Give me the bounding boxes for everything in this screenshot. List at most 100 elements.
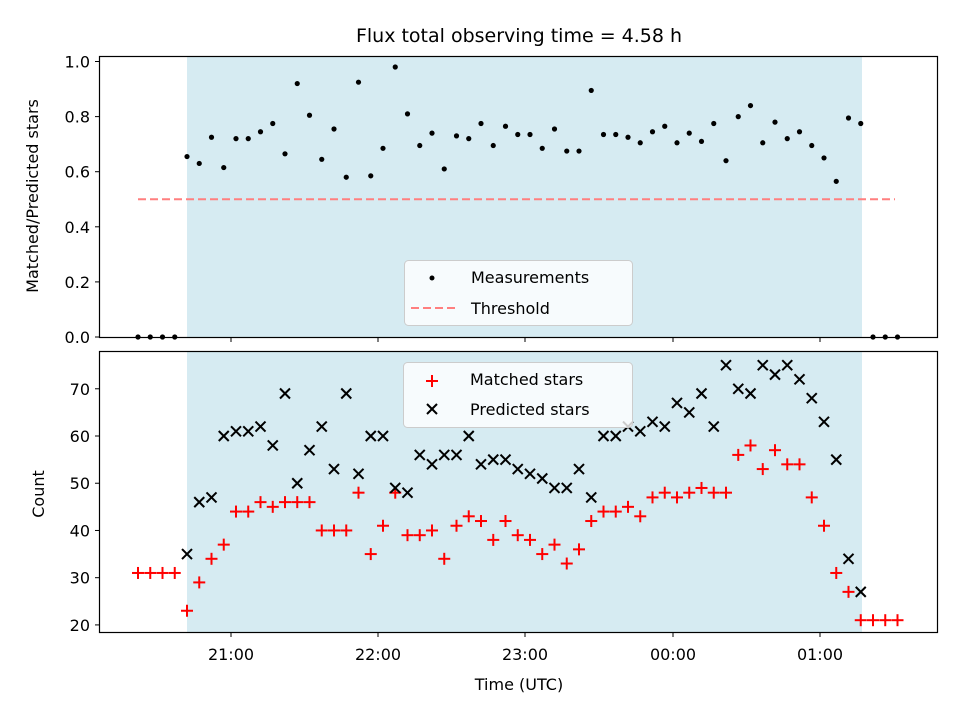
matched-star-point	[168, 566, 181, 579]
matched-star-point	[634, 510, 647, 523]
matched-star-point	[303, 496, 316, 509]
measurement-point	[208, 134, 215, 140]
matched-star-point	[279, 496, 291, 509]
measurement-point	[564, 148, 570, 154]
measurement-point	[417, 142, 423, 149]
measurement-point	[221, 164, 227, 171]
matched-star-point	[744, 439, 757, 452]
matched-star-point	[193, 576, 206, 589]
matched-star-point	[426, 524, 438, 537]
top-y-tick-label: 0.4	[65, 218, 90, 237]
predicted-star-point	[855, 586, 867, 598]
predicted-star-point	[806, 392, 818, 404]
measurement-point	[674, 140, 680, 146]
measurement-point	[233, 136, 239, 142]
matched-star-point	[536, 548, 549, 561]
legend-matched-marker	[426, 375, 438, 387]
measurement-point	[478, 120, 484, 127]
matched-star-point	[818, 519, 830, 532]
predicted-star-point	[352, 468, 365, 480]
measurement-point	[270, 120, 276, 127]
matched-star-point	[340, 524, 353, 537]
matched-star-point	[671, 491, 683, 504]
predicted-star-point	[830, 453, 842, 466]
measurement-point	[686, 130, 692, 136]
predicted-star-point	[426, 458, 438, 471]
bottom-y-tick-label: 20	[70, 616, 90, 635]
predicted-star-point	[340, 387, 352, 400]
top-legend: Measurements Threshold	[404, 260, 633, 326]
x-axis-label: Time (UTC)	[474, 675, 563, 694]
measurement-point	[845, 115, 852, 121]
top-y-axis: 0.0 0.2 0.4 0.6 0.8 1.0	[65, 53, 100, 347]
measurement-point	[858, 120, 864, 127]
predicted-star-point	[414, 449, 426, 461]
matched-star-point	[683, 486, 696, 499]
predicted-star-point	[475, 458, 487, 471]
measurement-point	[196, 160, 202, 167]
matched-star-point	[254, 496, 267, 509]
predicted-star-point	[585, 491, 597, 504]
top-x-ticks	[230, 337, 821, 342]
measurement-point	[747, 102, 754, 109]
measurement-point	[294, 80, 300, 87]
matched-star-point	[266, 500, 279, 513]
legend-matched-label: Matched stars	[470, 370, 583, 389]
predicted-star-point	[671, 397, 683, 409]
measurement-point	[551, 126, 558, 132]
predicted-star-point	[193, 496, 205, 508]
predicted-star-point	[279, 387, 291, 400]
predicted-star-point	[720, 359, 732, 371]
predicted-star-point	[218, 430, 230, 442]
measurement-point	[466, 136, 472, 142]
predicted-star-point	[769, 368, 781, 381]
matched-star-point	[707, 486, 720, 499]
measurement-point	[319, 156, 325, 162]
matched-star-point	[511, 529, 524, 542]
matched-star-point	[205, 552, 218, 565]
measurement-point	[576, 148, 582, 154]
top-y-tick-label: 0.6	[65, 163, 90, 182]
predicted-star-point	[463, 430, 475, 442]
measurement-point	[257, 129, 264, 135]
measurement-point	[527, 131, 533, 138]
measurement-point	[809, 142, 815, 149]
bottom-y-tick-label: 70	[70, 380, 90, 399]
measurement-point	[588, 87, 594, 94]
matched-star-point	[413, 529, 426, 542]
matched-star-point	[891, 614, 904, 627]
predicted-star-point	[303, 444, 316, 456]
matched-star-point	[156, 566, 169, 579]
bottom-y-axis: 20 30 40 50 60 70	[70, 380, 100, 635]
measurement-point	[833, 178, 839, 184]
predicted-star-point	[377, 430, 389, 442]
matched-star-point	[585, 515, 598, 528]
chart-title: Flux total observing time = 4.58 h	[356, 25, 682, 47]
predicted-star-point	[328, 463, 340, 475]
measurement-point	[600, 131, 607, 138]
bottom-y-tick-label: 60	[70, 427, 90, 446]
x-tick-label: 01:00	[797, 645, 843, 664]
measurement-point	[392, 64, 398, 70]
matched-star-point	[499, 515, 512, 528]
predicted-star-point	[818, 416, 830, 428]
x-tick-label: 22:00	[355, 645, 401, 664]
measurement-point	[282, 151, 288, 157]
predicted-star-point	[205, 491, 218, 504]
predicted-star-point	[561, 482, 573, 494]
bottom-x-axis: 21:00 22:00 23:00 00:00 01:00	[208, 632, 843, 664]
bottom-y-tick-label: 30	[70, 569, 90, 588]
measurement-point	[625, 134, 631, 140]
matched-star-point	[315, 524, 328, 537]
predicted-star-point	[732, 383, 744, 395]
matched-star-point	[781, 458, 794, 471]
predicted-star-point	[230, 425, 242, 437]
matched-star-point	[854, 614, 867, 627]
predicted-star-point	[659, 420, 671, 433]
matched-star-point	[658, 486, 671, 499]
matched-star-point	[364, 548, 377, 561]
predicted-star-point	[610, 430, 622, 442]
top-panel: 0.0 0.2 0.4 0.6 0.8 1.0 Matched/Predicted sta…	[23, 53, 939, 347]
predicted-star-point	[291, 477, 303, 489]
measurement-point	[662, 123, 668, 129]
